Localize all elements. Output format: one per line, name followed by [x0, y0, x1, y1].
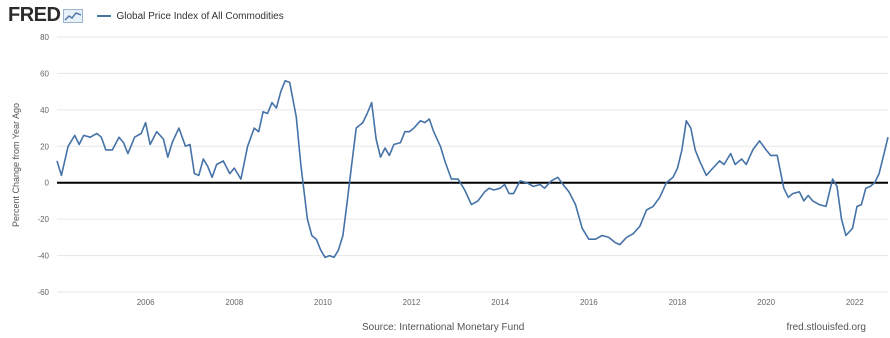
y-tick-label: -40: [37, 252, 49, 261]
x-tick-label: 2020: [757, 298, 775, 307]
y-tick-label: -20: [37, 215, 49, 224]
y-tick-label: 60: [40, 69, 49, 78]
legend-label: Global Price Index of All Commodities: [116, 10, 284, 22]
y-tick-label: -60: [37, 288, 49, 297]
series-layer: [56, 79, 889, 259]
chart-legend[interactable]: Global Price Index of All Commodities: [97, 10, 284, 22]
y-axis-ticks: 80 60 40 20 0 -20 -40 -60: [37, 33, 49, 297]
x-tick-label: 2022: [846, 298, 864, 307]
legend-swatch: [97, 15, 112, 17]
x-axis-ticks: 2006 2008 2010 2012 2014 2016 2018 2020 2022: [137, 298, 864, 307]
y-tick-label: 0: [45, 179, 50, 188]
x-tick-label: 2018: [669, 298, 687, 307]
x-tick-label: 2016: [580, 298, 598, 307]
graph-logo-icon: [63, 9, 84, 23]
fred-logo[interactable]: FRED: [8, 3, 61, 26]
y-tick-label: 80: [40, 33, 49, 42]
y-tick-label: 20: [40, 142, 49, 151]
x-tick-label: 2006: [137, 298, 155, 307]
source-note: Source: International Monetary Fund: [362, 322, 525, 333]
x-tick-label: 2012: [403, 298, 421, 307]
x-tick-label: 2008: [225, 298, 243, 307]
y-tick-label: 40: [40, 106, 49, 115]
series-line-0[interactable]: [56, 79, 889, 259]
x-tick-label: 2014: [491, 298, 509, 307]
x-tick-label: 2010: [314, 298, 332, 307]
grid-lines: [57, 36, 888, 293]
fred-url-link[interactable]: fred.stlouisfed.org: [786, 322, 867, 333]
chart-header: FRED Global Price Index of All Commoditi…: [8, 4, 284, 26]
